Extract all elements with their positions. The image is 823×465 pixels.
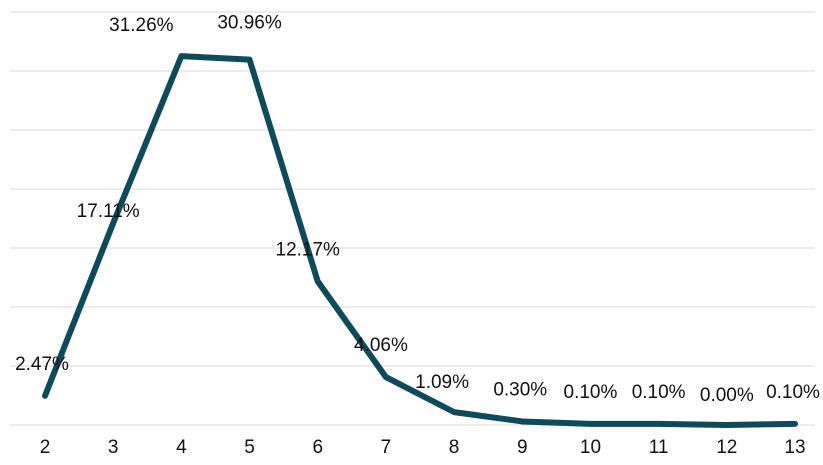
data-label: 0.10% — [564, 382, 618, 403]
data-label: 17.11% — [77, 201, 140, 222]
data-label: 4.06% — [354, 335, 408, 356]
gridlines — [10, 11, 815, 367]
data-label: 12.17% — [276, 239, 341, 260]
x-tick-label: 10 — [580, 437, 601, 458]
data-labels: 2.47% 17.11% 31.26% 30.96% 12.17% 4.06% 1.09% 0… — [15, 13, 820, 406]
x-tick-label: 3 — [108, 437, 119, 458]
x-tick-label: 7 — [381, 437, 392, 458]
series-line — [42, 53, 798, 428]
x-tick-label: 4 — [176, 437, 187, 458]
data-label: 0.30% — [493, 379, 547, 400]
data-label: 2.47% — [15, 354, 69, 375]
x-tick-label: 11 — [649, 437, 669, 458]
x-tick-label: 8 — [449, 437, 460, 458]
data-label: 30.96% — [217, 13, 282, 34]
data-label: 1.09% — [415, 372, 469, 393]
x-tick-label: 6 — [312, 437, 323, 458]
x-tick-label: 9 — [517, 437, 528, 458]
x-tick-labels: 2 3 4 5 6 7 8 9 10 11 12 13 — [40, 437, 806, 458]
data-label: 31.26% — [109, 15, 174, 36]
data-label: 0.10% — [632, 382, 686, 403]
x-tick-label: 13 — [784, 437, 805, 458]
x-tick-label: 5 — [244, 437, 255, 458]
data-label: 0.00% — [700, 385, 754, 406]
x-tick-label: 2 — [40, 437, 51, 458]
data-label: 0.10% — [766, 382, 820, 403]
x-tick-label: 12 — [716, 437, 737, 458]
